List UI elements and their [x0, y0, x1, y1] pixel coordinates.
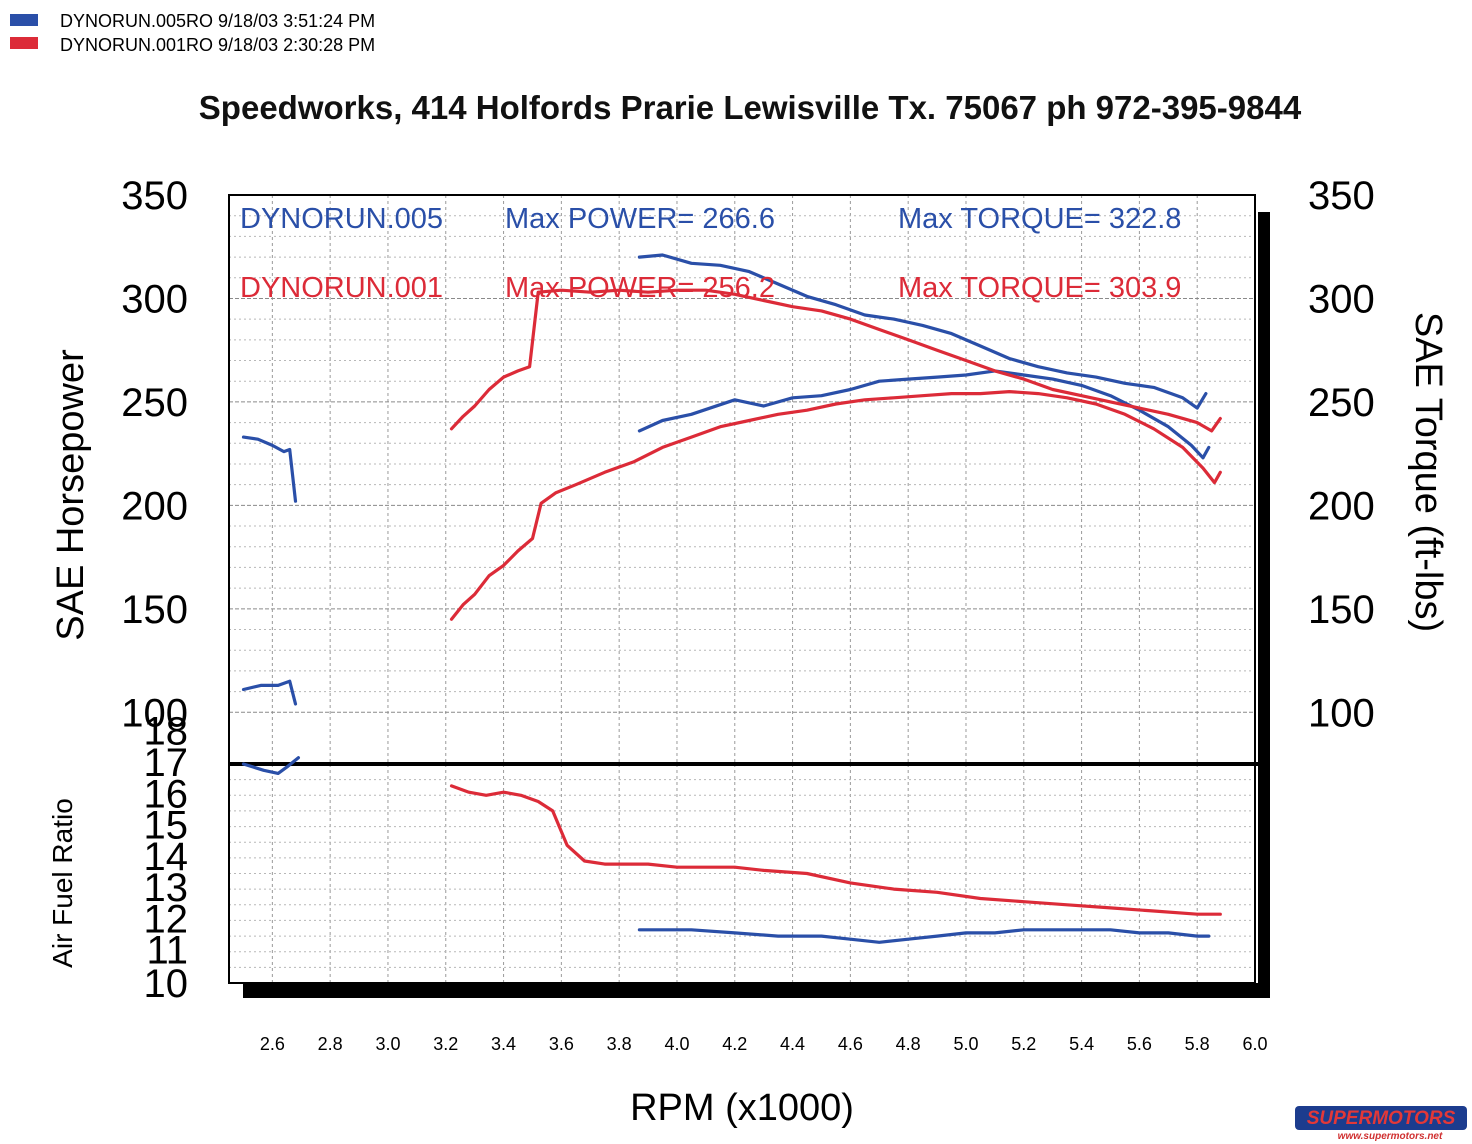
series-line-dynorun-005-power — [241, 679, 298, 706]
watermark-logo: SUPERMOTORS — [1307, 1108, 1456, 1129]
series-line-dynorun-001-power — [449, 390, 1222, 621]
afr-panel-grid — [229, 764, 1256, 983]
y-tick-afr-label: 10 — [144, 962, 189, 1006]
y-axis-label-left: SAE Horsepower — [50, 349, 92, 641]
main-panel-grid — [229, 195, 1256, 764]
x-ticks: 2.6 2.8 3.0 3.2 3.4 3.6 3.8 4.0 4.2 4.4 4.6 4.8 5.0 5… — [260, 1034, 1268, 1054]
x-tick-label: 4.0 — [664, 1034, 689, 1054]
plot-frame — [228, 194, 1256, 984]
y-tick-left-label: 250 — [121, 381, 188, 425]
series-line-dynorun-005-power — [637, 369, 1211, 460]
x-tick-label: 3.6 — [549, 1034, 574, 1054]
y-tick-afr-label: 13 — [144, 866, 189, 910]
run-annotations: DYNORUN.005 Max POWER= 266.6 Max TORQUE=… — [240, 203, 1181, 304]
x-tick-label: 2.8 — [318, 1034, 343, 1054]
x-tick-label: 4.8 — [896, 1034, 921, 1054]
x-tick-label: 6.0 — [1242, 1034, 1267, 1054]
y-ticks-left: 350 300 250 200 150 100 — [121, 174, 188, 735]
anno-run-005-power: Max POWER= 266.6 — [505, 203, 775, 235]
series-line-dynorun-001-torque — [449, 288, 1222, 433]
y-tick-right-label: 300 — [1308, 277, 1375, 321]
x-tick-label: 3.4 — [491, 1034, 516, 1054]
main-series — [241, 253, 1222, 706]
x-tick-label: 4.6 — [838, 1034, 863, 1054]
x-tick-label: 5.6 — [1127, 1034, 1152, 1054]
y-axis-label-right: SAE Torque (ft-lbs) — [1407, 312, 1449, 632]
y-tick-afr-label: 12 — [144, 897, 189, 941]
watermark-url: www.supermotors.net — [1338, 1131, 1443, 1142]
y-tick-right-label: 200 — [1308, 484, 1375, 528]
y-tick-right-label: 150 — [1308, 588, 1375, 632]
x-tick-label: 4.4 — [780, 1034, 805, 1054]
anno-run-001-torque: Max TORQUE= 303.9 — [898, 272, 1181, 304]
series-line-dynorun-001-afr — [449, 784, 1222, 916]
x-tick-label: 2.6 — [260, 1034, 285, 1054]
y-tick-right-label: 100 — [1308, 691, 1375, 735]
y-tick-afr-label: 16 — [144, 772, 189, 816]
y-tick-afr-label: 11 — [146, 929, 188, 973]
y-axis-label-afr: Air Fuel Ratio — [47, 798, 78, 968]
anno-run-001-name: DYNORUN.001 — [240, 272, 443, 304]
legend-label-run-001: DYNORUN.001RO 9/18/03 2:30:28 PM — [60, 35, 375, 55]
afr-series — [241, 756, 1222, 944]
watermark: SUPERMOTORS www.supermotors.net — [1295, 1106, 1467, 1142]
series-line-dynorun-005-torque — [637, 253, 1208, 410]
y-tick-left-label: 100 — [121, 691, 188, 735]
legend: DYNORUN.005RO 9/18/03 3:51:24 PM DYNORUN… — [10, 11, 375, 55]
x-tick-label: 5.2 — [1011, 1034, 1036, 1054]
y-tick-left-label: 200 — [121, 484, 188, 528]
plot-shadow-bottom — [243, 983, 1270, 998]
anno-run-005-torque: Max TORQUE= 322.8 — [898, 203, 1181, 235]
x-tick-label: 5.0 — [953, 1034, 978, 1054]
y-tick-afr-label: 17 — [144, 741, 189, 785]
x-tick-label: 4.2 — [722, 1034, 747, 1054]
y-tick-left-label: 150 — [121, 588, 188, 632]
y-tick-afr-label: 18 — [144, 710, 189, 754]
series-line-dynorun-005-afr — [241, 756, 300, 776]
watermark-badge — [1295, 1106, 1467, 1130]
y-tick-right-label: 250 — [1308, 381, 1375, 425]
x-axis-label: RPM (x1000) — [630, 1087, 854, 1129]
y-tick-afr-label: 14 — [144, 835, 189, 879]
anno-run-005-name: DYNORUN.005 — [240, 203, 443, 235]
legend-swatch-run-001 — [10, 37, 38, 49]
x-tick-label: 5.4 — [1069, 1034, 1094, 1054]
x-tick-label: 3.8 — [607, 1034, 632, 1054]
y-tick-left-label: 300 — [121, 277, 188, 321]
y-ticks-right: 350 300 250 200 150 100 — [1308, 174, 1375, 735]
y-tick-left-label: 350 — [121, 174, 188, 218]
y-tick-afr-label: 15 — [144, 804, 189, 848]
legend-label-run-005: DYNORUN.005RO 9/18/03 3:51:24 PM — [60, 11, 375, 31]
anno-run-001-power: Max POWER= 256.2 — [505, 272, 775, 304]
x-tick-label: 3.2 — [433, 1034, 458, 1054]
y-tick-right-label: 350 — [1308, 174, 1375, 218]
series-line-dynorun-005-afr — [637, 928, 1211, 944]
chart-title: Speedworks, 414 Holfords Prarie Lewisvil… — [199, 89, 1302, 126]
x-tick-label: 5.8 — [1185, 1034, 1210, 1054]
series-line-dynorun-005-torque — [241, 435, 298, 503]
legend-swatch-run-005 — [10, 14, 38, 26]
plot-shadow-right — [1258, 212, 1270, 998]
x-tick-label: 3.0 — [375, 1034, 400, 1054]
